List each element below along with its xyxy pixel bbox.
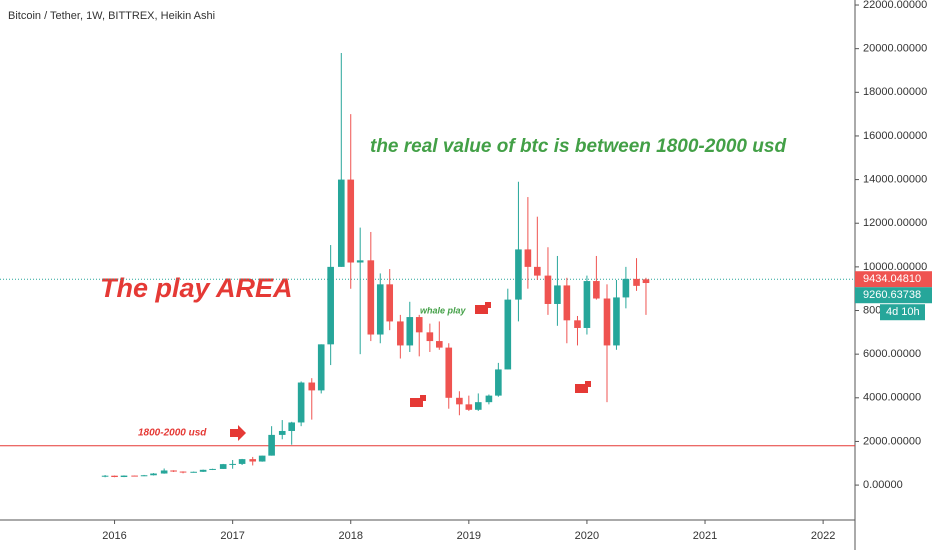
x-tick-label: 2021 [693,530,717,542]
countdown-box [880,304,925,321]
hand-icons [410,302,591,407]
x-tick-label: 2016 [102,530,126,542]
candle-body [465,404,473,410]
close-price-box [855,287,932,304]
candle-body [297,382,305,423]
y-tick-label: 20000.00000 [863,43,927,55]
annotation: whale play [420,305,467,315]
candle-body [258,455,266,462]
hand-icon [575,381,591,393]
candle-body [111,475,118,478]
candle-body [170,470,177,472]
candle-body [190,471,197,473]
candle-body [209,468,216,470]
candle-body [308,382,316,391]
candle-body [474,402,482,410]
y-tick-label: 6000.00000 [863,348,921,360]
y-tick-label: 0.00000 [863,479,903,491]
candle-body [397,321,404,346]
y-tick-label: 10000.00000 [863,261,927,273]
candle-body [603,298,611,346]
candle-body [456,397,463,405]
candle-body [229,463,236,465]
y-tick-label: 12000.00000 [863,217,927,229]
x-tick-label: 2018 [338,530,362,542]
close-price-label: 9260.63738 [863,289,921,301]
candle-body [150,473,157,476]
chart-title: Bitcoin / Tether, 1W, BITTREX, Heikin As… [8,10,215,22]
y-tick-label: 4000.00000 [863,392,921,404]
candle-body [495,369,502,396]
candle-body [544,275,552,304]
candle-body [179,471,187,473]
last-price-label: 9434.04810 [863,273,921,285]
candle-body [406,317,414,346]
candle-body [622,278,630,298]
arrow-icon [230,425,246,441]
candle-body [317,344,325,391]
annotation: 1800-2000 usd [138,428,207,439]
annotation: the real value of btc is between 1800-20… [370,136,786,157]
candle-body [554,285,561,304]
candle-body [249,459,257,462]
y-tick-label: 14000.00000 [863,173,927,185]
candle-body [367,260,375,335]
candle-body [485,395,493,403]
candle-body [131,475,138,477]
x-tick-label: 2022 [811,530,835,542]
annotation: The play AREA [100,273,293,303]
candle-body [337,179,345,267]
candle-body [356,260,364,263]
candle-body [633,278,640,286]
candle-body [593,281,600,299]
countdown-label: 4d 10h [886,306,920,318]
candle-body [583,281,591,328]
candle-body [504,299,512,370]
candle-body [426,332,434,342]
candle-body [436,341,443,348]
y-tick-label: 18000.00000 [863,86,927,98]
candle-body [238,459,246,464]
candle-body [347,179,355,263]
candle-body [415,317,423,333]
candle-body [101,475,109,477]
candle-body [574,320,581,328]
candle-body [327,266,334,345]
candle-body [199,469,207,472]
candle-body [278,430,286,435]
candle-body [160,470,168,474]
x-tick-label: 2020 [575,530,599,542]
candle-body [642,279,650,284]
candle-body [376,284,384,335]
y-tick-label: 16000.00000 [863,130,927,142]
hand-icon [410,395,426,407]
candle-body [386,284,394,322]
x-tick-label: 2017 [220,530,244,542]
y-tick-label: 2000.00000 [863,435,921,447]
candle-body [613,297,620,346]
candle-body [120,475,128,478]
candle-body [288,422,295,431]
candle-body [445,347,453,398]
candle-body [524,249,532,267]
last-price-box [855,271,932,288]
candle-body [268,434,275,456]
candle-body [563,285,571,321]
candle-body [219,464,227,469]
x-tick-label: 2019 [457,530,481,542]
candle-body [140,475,148,477]
candle-body [515,249,522,300]
hand-icon [475,302,491,314]
y-tick-label: 22000.00000 [863,0,927,11]
candle-body [534,266,541,276]
